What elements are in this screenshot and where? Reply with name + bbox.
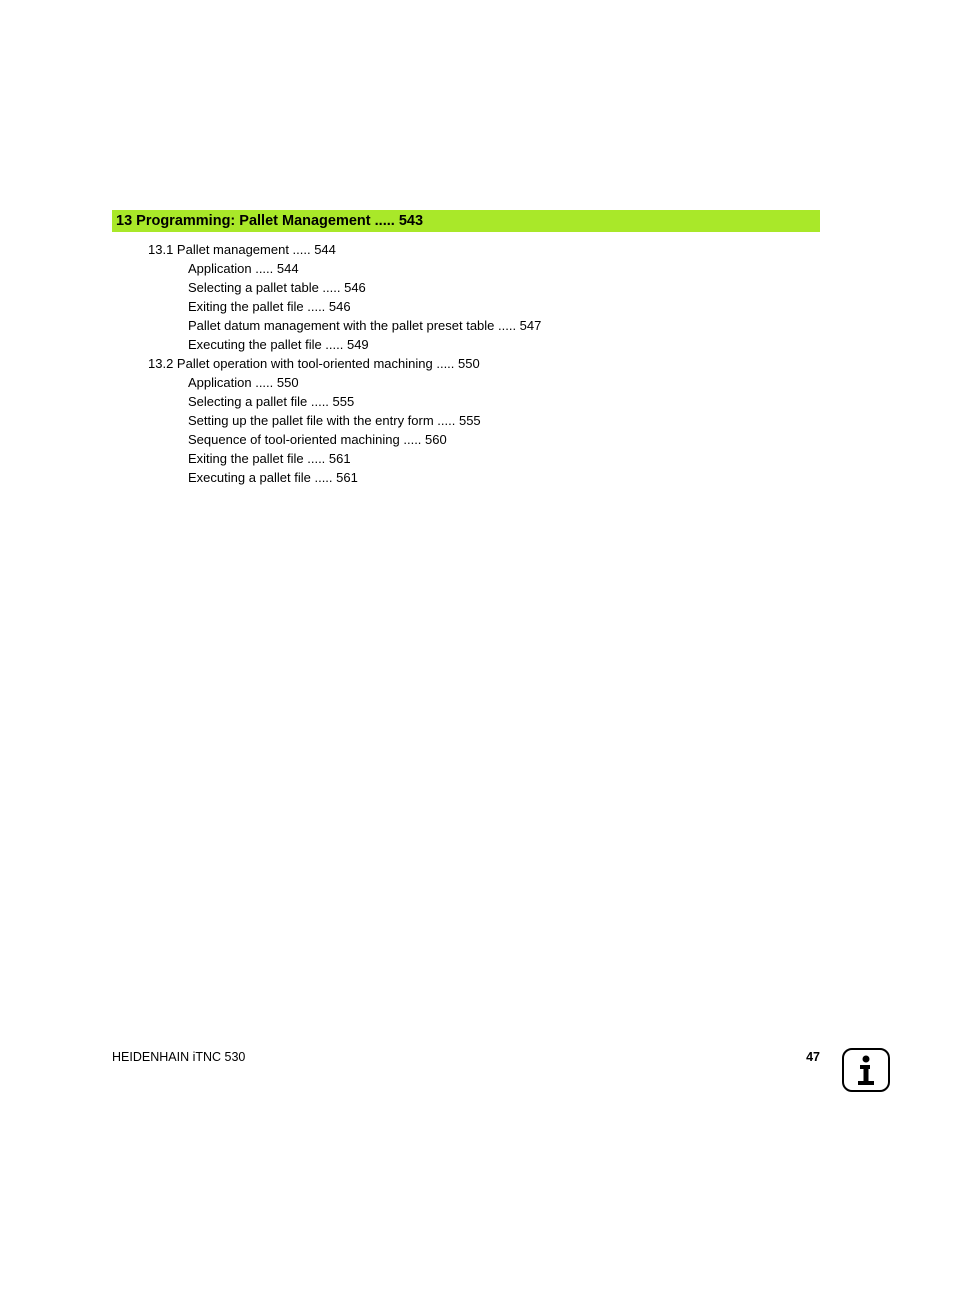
toc-entry: Selecting a pallet table ..... 546 [188, 278, 541, 297]
toc-entry: 13.2 Pallet operation with tool-oriented… [148, 354, 541, 373]
toc-entry: Executing a pallet file ..... 561 [188, 468, 541, 487]
document-page: 13 Programming: Pallet Management ..... … [0, 0, 954, 1308]
toc-entry: Exiting the pallet file ..... 561 [188, 449, 541, 468]
toc-entry: Application ..... 550 [188, 373, 541, 392]
toc-entry: Pallet datum management with the pallet … [188, 316, 541, 335]
toc-entry: 13.1 Pallet management ..... 544 [148, 240, 541, 259]
footer-product-name: HEIDENHAIN iTNC 530 [112, 1050, 245, 1064]
toc-entry: Setting up the pallet file with the entr… [188, 411, 541, 430]
toc-entry: Exiting the pallet file ..... 546 [188, 297, 541, 316]
page-number: 47 [806, 1050, 820, 1064]
info-icon [842, 1048, 890, 1092]
toc-entry: Application ..... 544 [188, 259, 541, 278]
table-of-contents: 13.1 Pallet management ..... 544 Applica… [148, 240, 541, 487]
toc-entry: Selecting a pallet file ..... 555 [188, 392, 541, 411]
toc-entry: Sequence of tool-oriented machining ....… [188, 430, 541, 449]
chapter-header: 13 Programming: Pallet Management ..... … [112, 210, 820, 232]
toc-entry: Executing the pallet file ..... 549 [188, 335, 541, 354]
